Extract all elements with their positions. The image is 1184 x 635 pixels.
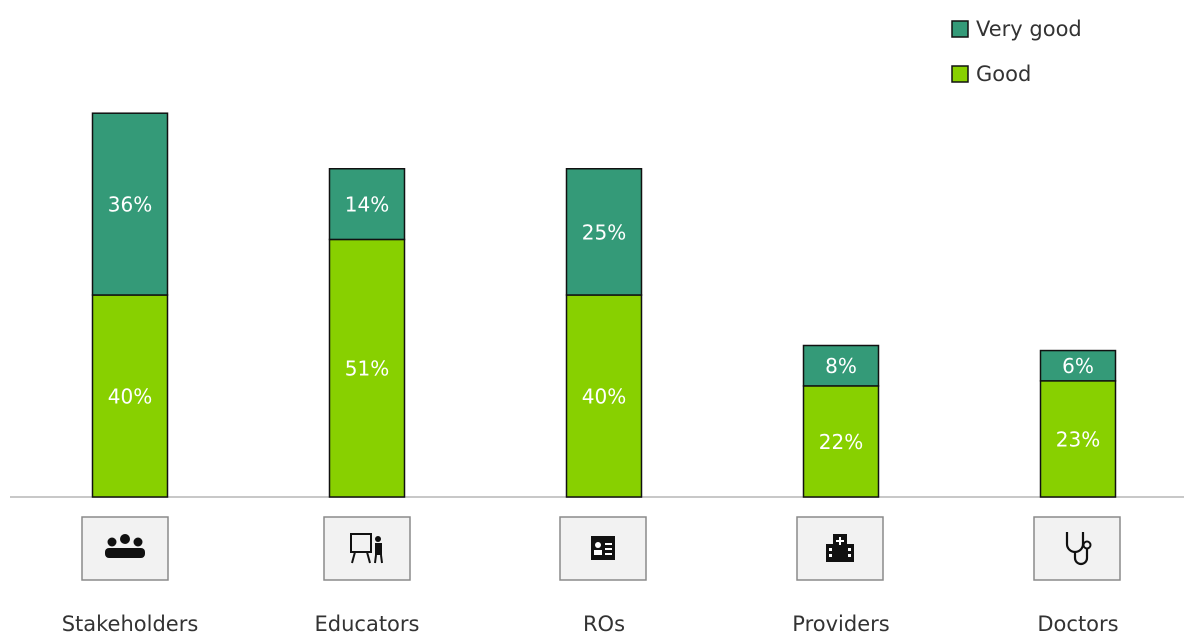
data-label: 23% xyxy=(1056,427,1100,451)
data-label: 51% xyxy=(345,357,389,381)
data-label: 40% xyxy=(108,385,152,409)
x-tick-label: Providers xyxy=(792,612,889,635)
icons xyxy=(81,516,1121,581)
legend-swatch xyxy=(951,65,969,83)
bar-segment xyxy=(1039,349,1117,382)
data-label: 14% xyxy=(345,193,389,217)
icon-ros xyxy=(559,516,647,581)
data-label: 8% xyxy=(825,354,857,378)
data-label: 40% xyxy=(582,385,626,409)
icon-educators xyxy=(323,516,411,581)
bar-segment xyxy=(565,294,643,498)
bar-segment xyxy=(802,344,880,387)
x-tick-label: Educators xyxy=(315,612,420,635)
legend-label: Very good xyxy=(976,17,1082,41)
bar-segment xyxy=(91,294,169,498)
bar-segment xyxy=(565,168,643,296)
x-tick-label: Doctors xyxy=(1037,612,1118,635)
data-label: 36% xyxy=(108,193,152,217)
data-label: 6% xyxy=(1062,354,1094,378)
x-tick-label: Stakeholders xyxy=(62,612,199,635)
bar-segment xyxy=(1039,380,1117,498)
legend-swatch xyxy=(951,20,969,38)
icon-providers xyxy=(796,516,884,581)
bar-segment xyxy=(802,385,880,498)
data-label: 22% xyxy=(819,430,863,454)
data-label: 25% xyxy=(582,220,626,244)
bar-segment xyxy=(91,112,169,296)
x-tick-label: ROs xyxy=(583,612,625,635)
icon-stakeholders xyxy=(81,516,169,581)
icon-doctors xyxy=(1033,516,1121,581)
bar-segment xyxy=(328,168,406,241)
legend-label: Good xyxy=(976,62,1031,86)
